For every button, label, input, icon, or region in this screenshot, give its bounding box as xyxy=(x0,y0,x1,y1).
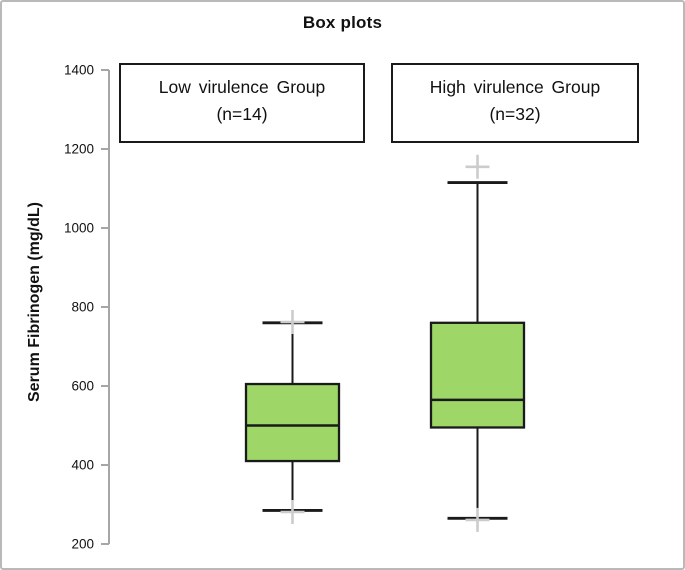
y-tick-label: 1000 xyxy=(64,221,94,236)
group-count-low: (n=14) xyxy=(216,104,268,124)
chart-title: Box plots xyxy=(302,13,383,32)
group-count-high: (n=32) xyxy=(489,104,541,124)
iqr-box xyxy=(429,321,526,429)
y-tick-label: 800 xyxy=(71,300,94,315)
y-tick-label: 200 xyxy=(71,537,94,552)
y-tick-label: 1400 xyxy=(64,63,94,78)
y-tick-label: 1200 xyxy=(64,142,94,157)
group-label-high: High virulence Group xyxy=(429,77,601,97)
group-label-box-low: Low virulence Group (n=14) xyxy=(119,63,365,143)
y-tick-label: 400 xyxy=(71,458,94,473)
group-label-box-high: High virulence Group (n=32) xyxy=(391,63,639,143)
iqr-box xyxy=(244,382,341,463)
group-label-low: Low virulence Group xyxy=(158,77,326,97)
y-tick-label: 600 xyxy=(71,379,94,394)
